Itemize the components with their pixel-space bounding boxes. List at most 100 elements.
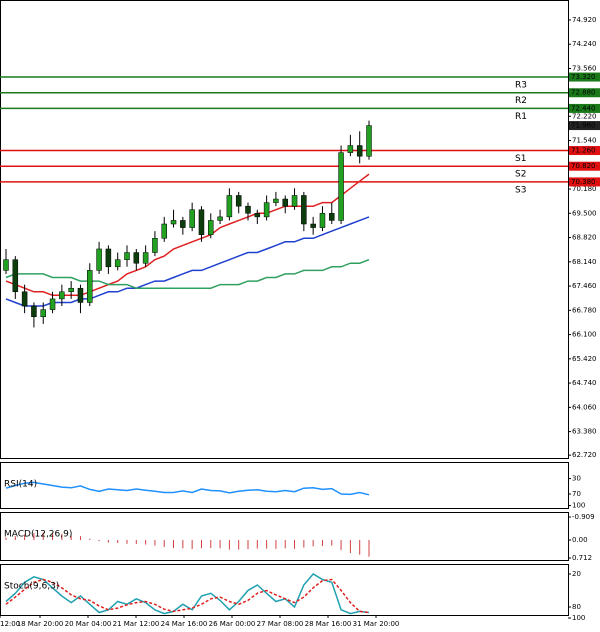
candle-body	[226, 195, 233, 218]
candle-body	[105, 248, 112, 268]
candle-body	[291, 195, 298, 207]
y-tick-label: 69.500	[572, 209, 597, 217]
candle-body	[273, 198, 279, 203]
y-tick-label: 30	[572, 475, 581, 483]
moving-average	[5, 173, 370, 297]
candle-body	[189, 209, 195, 228]
y-tick-label: 64.060	[572, 403, 597, 411]
y-tick-label: 68.820	[572, 234, 597, 242]
last-price-box	[569, 121, 600, 131]
panel-frame	[0, 512, 569, 561]
pivot-name: S2	[515, 170, 526, 180]
x-tick-label: 21 Mar 12:00	[113, 620, 160, 628]
candle-body	[356, 145, 363, 157]
y-tick-label: -0.909	[572, 513, 595, 521]
candle-body	[77, 287, 84, 303]
y-tick-label: 20	[572, 570, 581, 578]
y-tick-label: 74.920	[572, 16, 597, 24]
y-tick-label: 74.240	[572, 40, 597, 48]
candle-body	[3, 259, 9, 271]
pivot-price-label: 70.820	[571, 162, 596, 170]
candle-body	[68, 287, 74, 293]
y-tick-label: 70	[572, 490, 581, 498]
y-tick-label: 68.140	[572, 258, 597, 266]
candle-body	[142, 252, 149, 264]
candle-body	[40, 309, 46, 317]
candle-body	[235, 195, 242, 207]
candle-body	[170, 220, 177, 225]
candle-body	[263, 202, 270, 218]
candle-body	[245, 205, 251, 214]
y-tick-label: 65.420	[572, 355, 597, 363]
pivot-price-label: 70.380	[571, 178, 596, 186]
candle-body	[319, 213, 326, 228]
pivot-price-box	[569, 88, 600, 98]
panel-frame	[0, 0, 569, 459]
panel-frame	[0, 462, 569, 509]
y-tick-label: 100	[572, 614, 585, 622]
candle-body	[133, 252, 140, 264]
pivot-name: R1	[515, 112, 527, 122]
candle-body	[31, 305, 37, 317]
indicator-line	[5, 573, 370, 615]
y-tick-label: 67.460	[572, 282, 597, 290]
candle-body	[198, 209, 205, 235]
y-tick-label: 100	[572, 502, 585, 510]
indicator-name: RSI(14)	[4, 480, 37, 490]
x-tick-label: 26 Mar 00:00	[209, 620, 256, 628]
pivot-price-label: 73.320	[571, 73, 596, 81]
candle-body	[282, 198, 288, 207]
candle-body	[366, 125, 372, 157]
indicator-name: MACD(12,26,9)	[4, 530, 72, 540]
candle-body	[152, 238, 158, 253]
x-tick-label: 20 Mar 04:00	[65, 620, 112, 628]
x-tick-label: 27 Mar 08:00	[257, 620, 304, 628]
x-tick-label: 28 Mar 16:00	[305, 620, 352, 628]
candle-body	[338, 152, 344, 221]
indicator-name: Stoch(9,6,3)	[4, 582, 59, 592]
candle-body	[12, 259, 19, 293]
y-tick-label: 66.100	[572, 331, 597, 339]
candle-body	[217, 216, 223, 221]
x-tick-label: 24 Mar 16:00	[161, 620, 208, 628]
pivot-price-box	[569, 146, 600, 156]
candle-body	[208, 220, 214, 235]
pivot-price-box	[569, 161, 600, 171]
x-tick-label: 18 Mar 20:00	[17, 620, 64, 628]
candle-body	[21, 291, 28, 307]
indicator-line	[5, 578, 370, 614]
candle-body	[161, 223, 167, 239]
pivot-price-label: 72.440	[571, 104, 596, 112]
pivot-name: S3	[515, 185, 526, 195]
candle-body	[59, 291, 65, 300]
candle-body	[310, 223, 316, 228]
indicator-line	[5, 481, 370, 496]
moving-average	[5, 258, 370, 289]
candle-body	[180, 220, 186, 228]
y-tick-label: 66.780	[572, 306, 597, 314]
candle-body	[124, 252, 130, 260]
x-tick-label: 12:00	[0, 620, 20, 628]
y-tick-label: 80	[572, 603, 581, 611]
y-tick-label: 63.380	[572, 428, 597, 436]
last-price-label: 71.960	[571, 122, 596, 130]
pivot-name: S1	[515, 154, 526, 164]
pivot-price-label: 71.260	[571, 147, 596, 155]
candle-body	[329, 213, 335, 221]
candle-body	[49, 298, 56, 310]
pivot-price-box	[569, 72, 600, 82]
pivot-price-box	[569, 103, 600, 113]
candle-body	[96, 248, 102, 271]
y-tick-label: 0.712	[572, 554, 592, 562]
y-tick-label: 72.220	[572, 112, 597, 120]
candle-body	[254, 213, 261, 218]
candle-body	[301, 195, 307, 225]
panel-frame	[0, 564, 569, 616]
candle-body	[347, 145, 354, 153]
candle-body	[87, 270, 93, 303]
candle-body	[114, 259, 121, 268]
y-tick-label: 64.740	[572, 379, 597, 387]
y-tick-label: 70.180	[572, 185, 597, 193]
pivot-name: R2	[515, 96, 527, 106]
